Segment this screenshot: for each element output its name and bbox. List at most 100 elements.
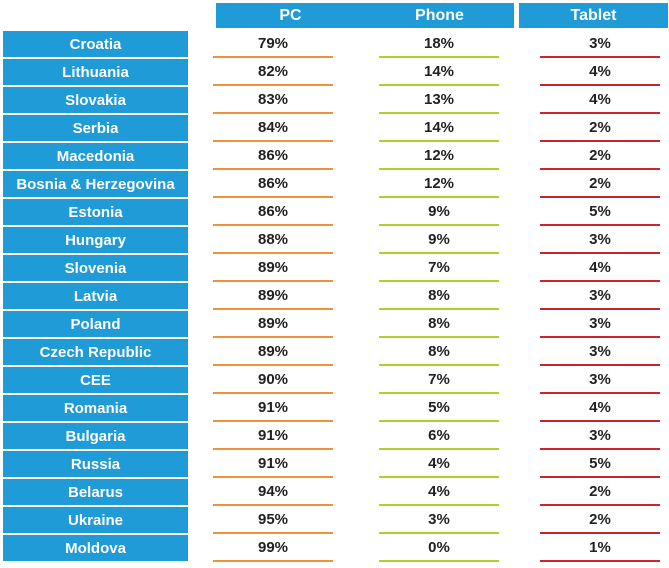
- country-label: CEE: [3, 367, 188, 393]
- pc-value: 99%: [257, 538, 289, 556]
- table-row: CEE 90% 7% 3%: [0, 367, 669, 395]
- phone-underline: [379, 196, 499, 198]
- phone-value: 3%: [428, 510, 450, 528]
- tablet-value: 2%: [589, 118, 611, 136]
- phone-underline: [379, 224, 499, 226]
- tablet-value: 5%: [589, 454, 611, 472]
- table-row: Romania 91% 5% 4%: [0, 395, 669, 423]
- tablet-underline: [540, 140, 660, 142]
- phone-value: 18%: [423, 34, 455, 52]
- tablet-value: 3%: [589, 426, 611, 444]
- pc-underline: [213, 420, 333, 422]
- pc-value: 89%: [257, 258, 289, 276]
- pc-underline: [213, 336, 333, 338]
- phone-underline: [379, 476, 499, 478]
- tablet-value: 3%: [589, 314, 611, 332]
- pc-value: 90%: [257, 370, 289, 388]
- tablet-underline: [540, 308, 660, 310]
- table-row: Poland 89% 8% 3%: [0, 311, 669, 339]
- tablet-underline: [540, 448, 660, 450]
- tablet-underline: [540, 392, 660, 394]
- tablet-value: 4%: [589, 398, 611, 416]
- pc-value: 84%: [257, 118, 289, 136]
- pc-value: 94%: [257, 482, 289, 500]
- pc-underline: [213, 392, 333, 394]
- tablet-value: 5%: [589, 202, 611, 220]
- tablet-value: 3%: [589, 286, 611, 304]
- tablet-underline: [540, 224, 660, 226]
- pc-value: 79%: [257, 34, 289, 52]
- tablet-underline: [540, 112, 660, 114]
- pc-value: 91%: [257, 398, 289, 416]
- tablet-value: 2%: [589, 174, 611, 192]
- tablet-underline: [540, 196, 660, 198]
- phone-underline: [379, 308, 499, 310]
- country-label: Russia: [3, 451, 188, 477]
- phone-underline: [379, 252, 499, 254]
- pc-underline: [213, 252, 333, 254]
- pc-underline: [213, 168, 333, 170]
- tablet-value: 2%: [589, 146, 611, 164]
- pc-underline: [213, 560, 333, 562]
- country-label: Belarus: [3, 479, 188, 505]
- tablet-value: 4%: [589, 90, 611, 108]
- phone-value: 9%: [428, 202, 450, 220]
- tablet-underline: [540, 84, 660, 86]
- phone-value: 12%: [423, 146, 455, 164]
- table-row: Slovakia 83% 13% 4%: [0, 87, 669, 115]
- pc-underline: [213, 84, 333, 86]
- table-row: Croatia 79% 18% 3%: [0, 31, 669, 59]
- country-label: Romania: [3, 395, 188, 421]
- phone-underline: [379, 504, 499, 506]
- tablet-value: 4%: [589, 62, 611, 80]
- phone-value: 8%: [428, 342, 450, 360]
- pc-underline: [213, 112, 333, 114]
- pc-underline: [213, 448, 333, 450]
- phone-value: 9%: [428, 230, 450, 248]
- pc-value: 88%: [257, 230, 289, 248]
- phone-value: 12%: [423, 174, 455, 192]
- country-label: Serbia: [3, 115, 188, 141]
- pc-underline: [213, 224, 333, 226]
- tablet-value: 3%: [589, 370, 611, 388]
- phone-underline: [379, 336, 499, 338]
- tablet-underline: [540, 560, 660, 562]
- tablet-value: 3%: [589, 34, 611, 52]
- pc-value: 86%: [257, 174, 289, 192]
- phone-value: 14%: [423, 118, 455, 136]
- tablet-underline: [540, 504, 660, 506]
- phone-underline: [379, 420, 499, 422]
- country-label: Croatia: [3, 31, 188, 57]
- pc-value: 86%: [257, 202, 289, 220]
- phone-value: 8%: [428, 314, 450, 332]
- phone-underline: [379, 392, 499, 394]
- country-label: Slovakia: [3, 87, 188, 113]
- phone-underline: [379, 84, 499, 86]
- phone-underline: [379, 168, 499, 170]
- pc-underline: [213, 364, 333, 366]
- country-label: Poland: [3, 311, 188, 337]
- column-header-phone: Phone: [365, 3, 514, 28]
- phone-underline: [379, 112, 499, 114]
- phone-underline: [379, 448, 499, 450]
- phone-underline: [379, 140, 499, 142]
- table-row: Lithuania 82% 14% 4%: [0, 59, 669, 87]
- table-row: Estonia 86% 9% 5%: [0, 199, 669, 227]
- pc-underline: [213, 196, 333, 198]
- table-row: Moldova 99% 0% 1%: [0, 535, 669, 563]
- pc-underline: [213, 476, 333, 478]
- pc-value: 82%: [257, 62, 289, 80]
- pc-value: 83%: [257, 90, 289, 108]
- phone-value: 5%: [428, 398, 450, 416]
- tablet-underline: [540, 476, 660, 478]
- phone-underline: [379, 532, 499, 534]
- country-label: Lithuania: [3, 59, 188, 85]
- table-row: Hungary 88% 9% 3%: [0, 227, 669, 255]
- country-label: Bulgaria: [3, 423, 188, 449]
- country-label: Slovenia: [3, 255, 188, 281]
- table-row: Macedonia 86% 12% 2%: [0, 143, 669, 171]
- table-row: Slovenia 89% 7% 4%: [0, 255, 669, 283]
- phone-underline: [379, 560, 499, 562]
- tablet-underline: [540, 252, 660, 254]
- pc-value: 89%: [257, 314, 289, 332]
